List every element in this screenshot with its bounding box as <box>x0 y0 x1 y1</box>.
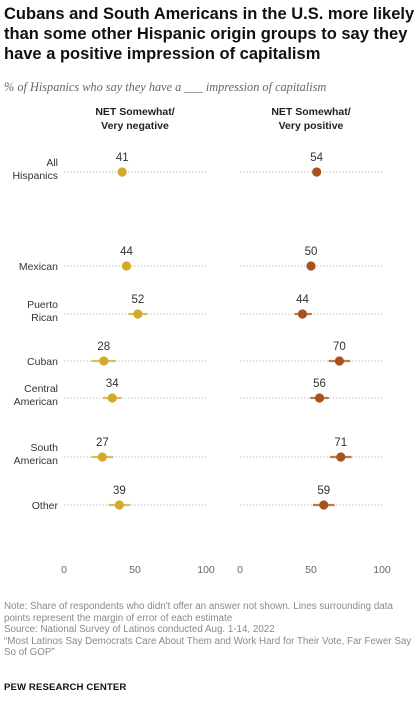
x-tick-label-positive: 50 <box>305 564 317 576</box>
chart-subtitle: % of Hispanics who say they have a ___ i… <box>4 80 327 94</box>
chart-title: Cubans and South Americans in the U.S. m… <box>4 5 415 63</box>
value-label-negative: 27 <box>96 437 109 449</box>
value-label-positive: 56 <box>313 378 326 390</box>
category-label: All Hispanics <box>12 157 58 182</box>
value-label-positive: 44 <box>296 294 309 306</box>
value-label-negative: 44 <box>120 246 133 258</box>
value-label-positive: 71 <box>334 437 347 449</box>
category-label: Cuban <box>27 356 58 368</box>
panel-header-negative: NET Somewhat/Very negative <box>95 106 174 132</box>
value-label-negative: 41 <box>116 152 129 164</box>
x-tick-label-positive: 0 <box>237 564 243 576</box>
value-label-positive: 59 <box>317 485 330 497</box>
value-label-negative: 28 <box>97 341 110 353</box>
data-point-positive <box>334 356 344 366</box>
data-point-positive <box>336 452 346 462</box>
data-point-positive <box>297 309 308 319</box>
data-point-negative <box>117 167 127 177</box>
category-label: Puerto Rican <box>27 299 58 324</box>
value-label-positive: 70 <box>333 341 346 353</box>
data-point-negative <box>99 356 109 366</box>
value-label-negative: 52 <box>131 294 144 306</box>
note-text: Note: Share of respondents who didn't of… <box>4 601 393 624</box>
category-label: Other <box>32 500 59 512</box>
data-point-negative <box>133 309 143 319</box>
data-point-positive <box>306 261 316 271</box>
data-point-negative <box>114 500 124 510</box>
value-label-positive: 50 <box>305 246 318 258</box>
category-label: South American <box>14 442 59 467</box>
data-point-positive <box>319 500 329 510</box>
footnotes: Note: Share of respondents who didn't of… <box>4 601 414 659</box>
x-tick-label-negative: 50 <box>129 564 141 576</box>
x-tick-label-positive: 100 <box>373 564 391 576</box>
data-point-negative <box>121 261 132 271</box>
category-label: Mexican <box>19 261 58 273</box>
value-label-negative: 34 <box>106 378 119 390</box>
data-point-positive <box>312 167 322 177</box>
value-label-negative: 39 <box>113 485 126 497</box>
x-tick-label-negative: 100 <box>197 564 215 576</box>
source-text: Source: National Survey of Latinos condu… <box>4 624 275 636</box>
organization-credit: PEW RESEARCH CENTER <box>4 682 127 693</box>
data-point-negative <box>97 452 107 462</box>
panel-header-positive: NET Somewhat/Very positive <box>271 106 350 132</box>
category-label: Central American <box>14 383 59 408</box>
dot-plot-chart: NET Somewhat/Very negative NET Somewhat/V… <box>12 106 391 576</box>
data-point-positive <box>314 393 325 403</box>
data-point-negative <box>107 393 117 403</box>
report-title-text: “Most Latinos Say Democrats Care About T… <box>4 635 412 659</box>
value-label-positive: 54 <box>310 152 323 164</box>
x-tick-label-negative: 0 <box>61 564 67 576</box>
